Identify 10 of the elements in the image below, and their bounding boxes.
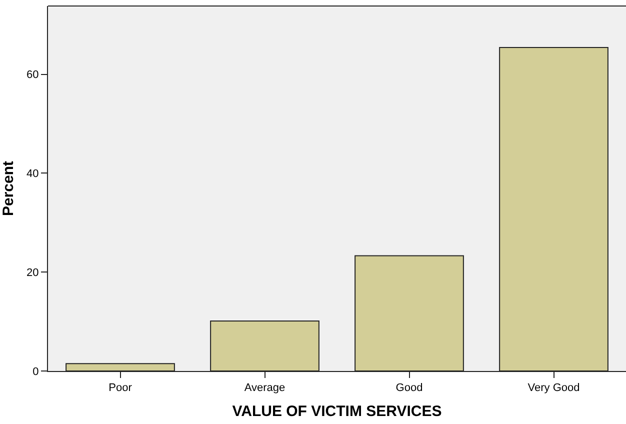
x-tick-label: Good: [396, 382, 423, 394]
x-tick-label: Average: [244, 382, 286, 394]
x-tick-label: Poor: [108, 382, 132, 394]
y-tick-label: 40: [26, 168, 39, 180]
y-tick-label: 20: [26, 266, 39, 279]
y-tick-label: 60: [26, 69, 39, 82]
y-tick-label: 0: [32, 366, 39, 378]
x-tick-label: Very Good: [528, 382, 580, 394]
x-axis-title: VALUE OF VICTIM SERVICES: [232, 403, 442, 420]
y-axis-title: Percent: [0, 160, 17, 216]
